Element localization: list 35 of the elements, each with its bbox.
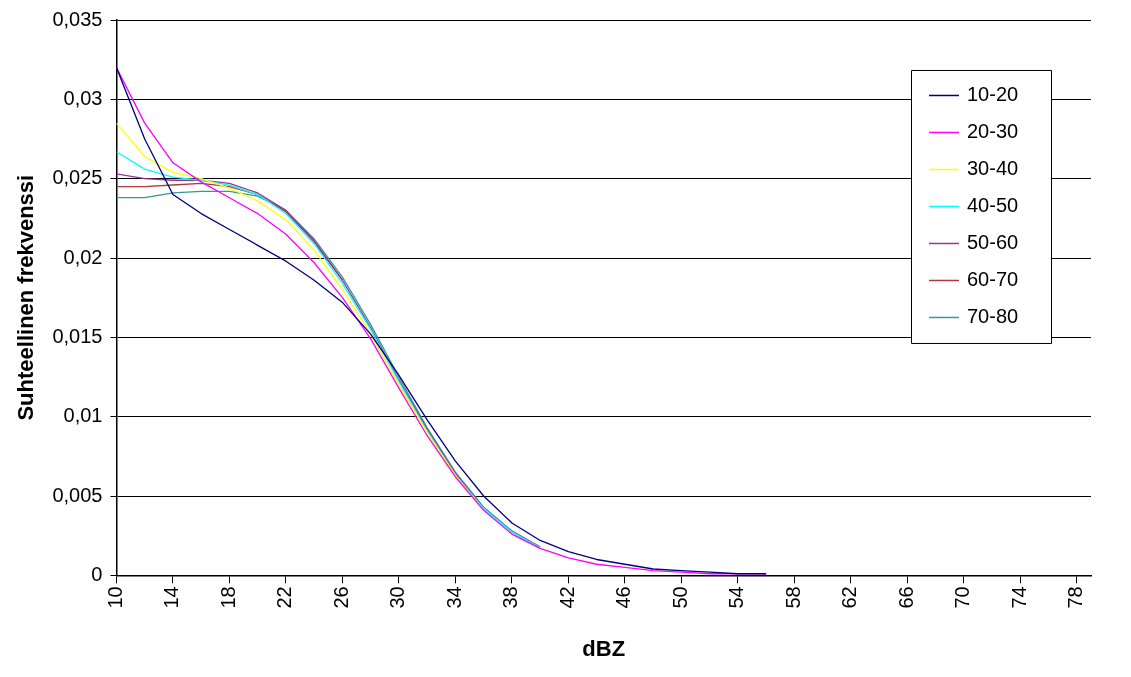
x-tick-label: 38	[499, 586, 522, 609]
x-tick-label: 34	[442, 586, 465, 609]
x-tick-label: 54	[725, 586, 748, 609]
legend-label: 50-60	[967, 231, 1019, 253]
x-tick-label: 78	[1064, 586, 1087, 609]
x-tick-label: 22	[273, 586, 296, 609]
y-tick-label: 0,03	[63, 86, 103, 109]
legend-label: 70-80	[967, 305, 1019, 327]
y-tick-label: 0,035	[52, 7, 103, 30]
x-tick-label: 62	[838, 586, 861, 609]
legend-label: 60-70	[967, 268, 1019, 290]
x-tick-label: 58	[781, 586, 804, 609]
x-tick-label: 26	[329, 586, 352, 609]
legend-label: 30-40	[967, 157, 1019, 179]
x-tick-label: 46	[612, 586, 635, 609]
x-tick-label: 18	[216, 586, 239, 609]
y-tick-label: 0,015	[52, 324, 103, 347]
legend-label: 40-50	[967, 194, 1019, 216]
legend-label: 10-20	[967, 83, 1019, 105]
x-tick-label: 10	[103, 586, 126, 609]
y-tick-label: 0,01	[63, 404, 103, 427]
x-tick-label: 70	[951, 586, 974, 609]
y-tick-label: 0,02	[63, 245, 103, 268]
x-tick-label: 30	[386, 586, 409, 609]
y-tick-label: 0	[91, 562, 103, 585]
y-tick-label: 0,005	[52, 483, 103, 506]
x-tick-label: 66	[894, 586, 917, 609]
x-tick-label: 14	[160, 586, 183, 609]
x-axis-title: dBZ	[582, 635, 626, 661]
x-tick-label: 42	[555, 586, 578, 609]
y-tick-label: 0,025	[52, 166, 103, 189]
y-axis-title: Suhteellinen frekvenssi	[13, 174, 39, 421]
legend-label: 20-30	[967, 120, 1019, 142]
x-tick-label: 74	[1007, 586, 1030, 609]
x-tick-label: 50	[668, 586, 691, 609]
